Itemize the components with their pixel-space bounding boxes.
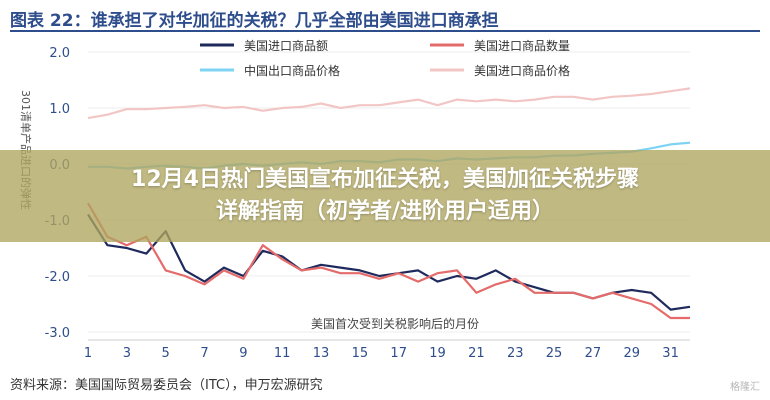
headline-banner — [0, 150, 770, 242]
y-tick-label: 1.0 — [49, 102, 70, 117]
x-tick-label: 9 — [239, 346, 247, 361]
x-tick-label: 13 — [313, 346, 330, 361]
series-line-4 — [87, 87, 691, 120]
series-line-2 — [87, 202, 690, 320]
legend-label: 美国进口商品价格 — [474, 63, 570, 78]
y-tick-label: 2.0 — [49, 46, 70, 61]
chart-title: 图表 22：谁承担了对华加征的关税？几乎全部由美国进口商承担 — [10, 11, 499, 31]
title-rule — [10, 30, 760, 32]
x-tick-label: 3 — [123, 346, 131, 361]
headline-line-1: 12月4日热门美国宣布加征关税，美国加征关税步骤 — [131, 167, 639, 192]
x-axis-label: 美国首次受到关税影响后的月份 — [311, 316, 479, 331]
x-tick-label: 1 — [84, 346, 92, 361]
x-tick-label: 17 — [390, 346, 407, 361]
x-tick-label: 29 — [623, 346, 640, 361]
x-tick-label: 27 — [585, 346, 602, 361]
legend-label: 美国进口商品数量 — [474, 38, 570, 53]
x-axis: 1 3 5 7 9 11 13 15 17 19 21 23 25 27 29 31 — [84, 339, 690, 361]
x-tick-label: 31 — [662, 346, 679, 361]
x-tick-label: 19 — [429, 346, 446, 361]
source-note: 资料来源：美国国际贸易委员会（ITC），申万宏源研究 — [10, 378, 323, 393]
watermark: 格隆汇 — [730, 382, 760, 393]
x-tick-label: 25 — [546, 346, 563, 361]
legend-label: 中国出口商品价格 — [244, 63, 340, 78]
x-tick-label: 11 — [274, 346, 291, 361]
x-tick-label: 5 — [162, 346, 170, 361]
x-tick-label: 15 — [352, 346, 369, 361]
x-tick-label: 23 — [507, 346, 524, 361]
headline-text: 12月4日热门美国宣布加征关税，美国加征关税步骤 详解指南（初学者/进阶用户适用… — [0, 164, 770, 228]
x-tick-label: 21 — [468, 346, 485, 361]
legend-label: 美国进口商品额 — [244, 38, 328, 53]
y-tick-label: -2.0 — [45, 270, 70, 285]
y-tick-label: -3.0 — [45, 326, 70, 341]
x-tick-label: 7 — [200, 346, 208, 361]
headline-line-2: 详解指南（初学者/进阶用户适用） — [215, 199, 555, 224]
